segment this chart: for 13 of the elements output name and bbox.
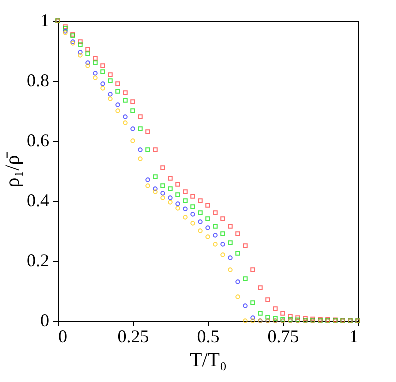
- y-tick-label: 0: [40, 310, 50, 330]
- x-axis-title: T/T₀: [190, 350, 228, 372]
- x-tick-label: 1: [350, 326, 358, 346]
- y-tick-label: 0.6: [27, 130, 50, 150]
- x-tick-label: 0.75: [268, 326, 300, 346]
- y-tick-label: 0.8: [27, 70, 50, 90]
- x-tick-label: 0: [58, 326, 68, 346]
- y-tick-label: 1: [40, 10, 50, 30]
- x-tick-label: 0.5: [197, 326, 220, 346]
- x-tick-label: 0.25: [118, 326, 150, 346]
- y-tick-label: 0.2: [27, 250, 50, 270]
- y-axis-title: ρ₁/ρ̄: [2, 151, 24, 188]
- y-tick-label: 0.4: [27, 190, 50, 210]
